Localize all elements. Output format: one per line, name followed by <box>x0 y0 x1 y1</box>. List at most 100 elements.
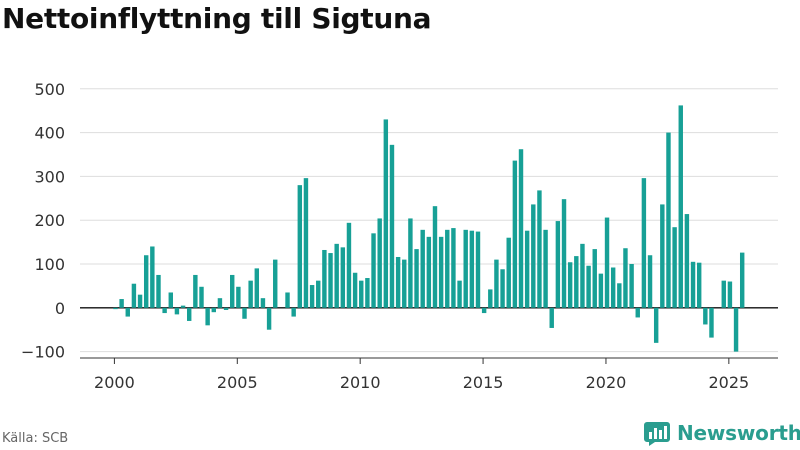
bar <box>445 229 450 308</box>
bar <box>561 199 567 308</box>
bar <box>494 259 499 308</box>
bar <box>143 255 149 308</box>
bar <box>273 259 278 308</box>
x-tick-label: 2020 <box>586 373 627 392</box>
bars <box>113 105 745 352</box>
brand-name: Newsworthy <box>677 421 800 445</box>
bar <box>574 256 579 308</box>
bar <box>543 229 548 308</box>
bar <box>199 286 204 308</box>
bar <box>660 204 665 308</box>
bar <box>469 230 475 308</box>
bar <box>309 285 315 308</box>
bar <box>113 307 118 310</box>
bar <box>131 283 137 308</box>
bar <box>254 268 260 308</box>
bar <box>248 280 253 308</box>
bar <box>217 298 223 308</box>
bar <box>500 269 505 308</box>
bar <box>739 252 745 308</box>
bar <box>352 272 358 308</box>
bar <box>162 307 167 314</box>
bar <box>721 280 726 308</box>
bar <box>678 105 683 308</box>
bar <box>365 278 370 308</box>
bar <box>211 307 216 313</box>
y-tick-label: 200 <box>34 211 65 230</box>
brand-logo: Newsworthy <box>643 419 800 447</box>
bar <box>297 185 303 308</box>
bar <box>193 274 198 308</box>
bar <box>334 243 339 308</box>
bar <box>150 246 155 308</box>
bar <box>696 262 702 308</box>
bar <box>389 144 395 308</box>
bar <box>328 253 333 308</box>
y-tick-label: 300 <box>34 167 65 186</box>
bar <box>524 230 530 308</box>
bar <box>168 292 173 308</box>
bar <box>666 132 671 308</box>
bar <box>586 265 591 308</box>
y-tick-label: 500 <box>34 80 65 99</box>
bar <box>604 217 610 308</box>
bar <box>383 119 389 308</box>
bar <box>303 178 309 308</box>
bar <box>672 227 677 308</box>
bar <box>531 204 536 308</box>
bar <box>555 221 561 308</box>
bar <box>432 206 438 308</box>
x-tick-label: 2015 <box>463 373 504 392</box>
bar <box>647 255 653 308</box>
bar <box>377 218 382 308</box>
bar <box>506 237 511 308</box>
bar <box>610 267 616 308</box>
bar-chart-logo-icon <box>644 422 670 446</box>
bar <box>617 283 622 308</box>
bar <box>518 149 524 308</box>
bar <box>180 305 186 308</box>
bar <box>549 307 554 328</box>
bar <box>174 307 180 315</box>
bar <box>205 307 210 326</box>
bar <box>641 178 647 308</box>
bar <box>223 307 229 310</box>
bar <box>395 256 401 308</box>
bar <box>420 229 425 308</box>
bar <box>187 307 192 321</box>
bar <box>481 307 487 314</box>
bar <box>125 307 130 317</box>
bar <box>488 289 493 308</box>
bar <box>592 249 597 308</box>
bar <box>119 299 124 308</box>
bar <box>260 298 266 308</box>
bar <box>156 274 161 308</box>
bar <box>291 307 296 317</box>
bar <box>580 243 585 308</box>
bar <box>346 222 352 308</box>
bar <box>703 307 708 325</box>
bar <box>402 259 407 308</box>
bar <box>690 261 696 308</box>
bar <box>451 228 456 308</box>
bar <box>475 231 481 308</box>
bar <box>322 249 327 308</box>
bar <box>727 281 733 308</box>
x-tick-label: 2005 <box>217 373 258 392</box>
bar <box>426 236 432 308</box>
chart-title: Nettoinflyttning till Sigtuna <box>2 2 432 35</box>
bar <box>709 307 714 338</box>
bar <box>684 214 690 308</box>
bar <box>733 307 739 352</box>
grid-lines <box>80 88 778 353</box>
y-axis-labels: −100 0 100 200 300 400 500 <box>21 80 65 362</box>
x-tick-label: 2010 <box>340 373 381 392</box>
bar <box>463 229 468 308</box>
y-tick-label: 400 <box>34 124 65 143</box>
x-tick-label: 2025 <box>708 373 749 392</box>
bar <box>623 248 628 308</box>
bar <box>285 292 290 308</box>
bar <box>653 307 659 343</box>
bar <box>408 218 413 308</box>
